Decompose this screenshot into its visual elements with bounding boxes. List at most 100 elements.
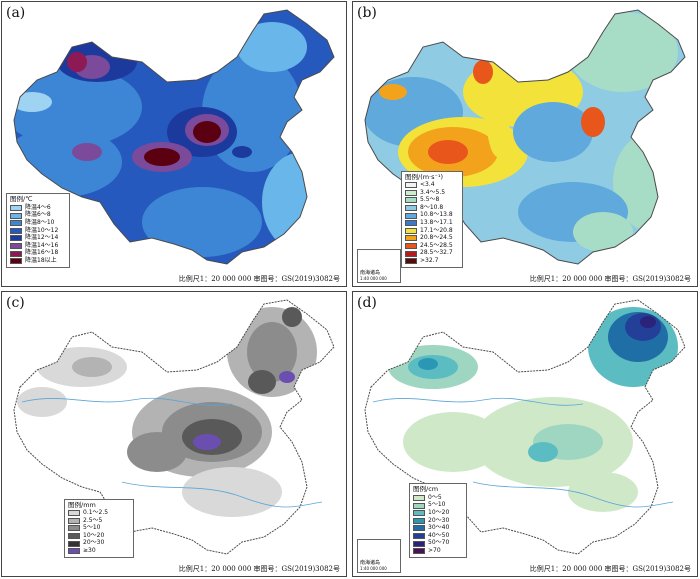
legend-a-title: 图例/℃	[10, 195, 33, 204]
legend-swatch	[405, 227, 417, 234]
legend-item-label: 2.5～5	[83, 516, 103, 524]
legend-swatch	[413, 510, 425, 517]
legend-swatch	[405, 250, 417, 257]
legend-swatch	[405, 212, 417, 219]
map-b	[364, 9, 686, 265]
legend-swatch	[405, 205, 417, 212]
legend-item: 8～10.8	[405, 204, 459, 212]
legend-item-label: 10.8～13.8	[420, 211, 453, 219]
legend-item: 20～30	[413, 517, 463, 525]
legend-item: <3.4	[405, 181, 459, 189]
legend-item: 10～20	[413, 509, 463, 517]
legend-item-label: 30～40	[428, 524, 450, 532]
map-c	[13, 299, 335, 555]
legend-item-label: 20～30	[83, 539, 105, 547]
panel-b-wind-speed: (b)	[352, 1, 698, 287]
legend-item: 3.4～5.5	[405, 189, 459, 197]
legend-item: 0.1～2.5	[68, 509, 130, 517]
legend-swatch	[405, 258, 417, 265]
legend-item: 降温16～18	[10, 250, 66, 258]
legend-item-label: >70	[428, 547, 441, 555]
scale-text-c: 比例尺1：20 000 000 审图号：GS(2019)3082号	[178, 565, 340, 573]
panel-d-label: (d)	[357, 295, 377, 311]
legend-item-label: <3.4	[420, 181, 435, 189]
legend-item-label: 5～10	[428, 501, 446, 509]
legend-swatch	[10, 220, 22, 227]
map-a	[13, 9, 335, 265]
legend-item-label: 降温6～8	[25, 211, 51, 219]
legend-b: 图例/(m·s⁻¹) <3.4 3.4～5.5 5.5～8 8～10.8 10.8～13…	[401, 170, 463, 268]
legend-item-label: 3.4～5.5	[420, 188, 446, 196]
legend-swatch	[10, 258, 22, 265]
legend-item-label: 降温4～6	[25, 203, 51, 211]
legend-item: 20～30	[68, 540, 130, 548]
legend-item-label: 0～5	[428, 493, 442, 501]
inset-label-d: 南海诸岛	[360, 560, 381, 566]
legend-b-title: 图例/(m·s⁻¹)	[405, 172, 444, 181]
scale-text-a: 比例尺1：20 000 000 审图号：GS(2019)3082号	[178, 275, 340, 283]
legend-item: 降温14～16	[10, 242, 66, 250]
scale-text-d: 比例尺1：20 000 000 审图号：GS(2019)3082号	[529, 565, 691, 573]
panel-a-temperature-drop: (a)	[1, 1, 347, 287]
legend-item: 降温10～12	[10, 227, 66, 235]
inset-map-b: 南海诸岛 1:40 000 000	[357, 249, 401, 283]
legend-item: ≥30	[68, 547, 130, 555]
legend-item-label: 降温8～10	[25, 219, 55, 227]
legend-swatch	[10, 250, 22, 257]
legend-c: 图例/mm 0.1～2.5 2.5～5 5～10 10～20 20～30 ≥30	[64, 498, 134, 558]
legend-item-label: 17.1～20.8	[420, 226, 453, 234]
legend-item-label: 10～20	[428, 509, 450, 517]
legend-item-label: 13.8～17.1	[420, 219, 453, 227]
legend-item: 24.5～28.5	[405, 242, 459, 250]
legend-item: 2.5～5	[68, 517, 130, 525]
legend-swatch	[68, 533, 80, 540]
legend-swatch	[10, 205, 22, 212]
legend-item-label: 5.5～8	[420, 196, 440, 204]
legend-item: 5～10	[413, 502, 463, 510]
legend-swatch	[405, 220, 417, 227]
legend-swatch	[413, 502, 425, 509]
legend-item: 20.8～24.5	[405, 234, 459, 243]
legend-swatch	[405, 182, 417, 189]
legend-item: >32.7	[405, 257, 459, 265]
legend-swatch	[68, 540, 80, 547]
legend-item: >70	[413, 547, 463, 555]
inset-label-b: 南海诸岛	[360, 270, 381, 276]
legend-item: 降温6～8	[10, 212, 66, 220]
legend-swatch	[405, 197, 417, 204]
legend-item: 10.8～13.8	[405, 212, 459, 220]
legend-item-label: 20～30	[428, 516, 450, 524]
scale-text-b: 比例尺1：20 000 000 审图号：GS(2019)3082号	[529, 275, 691, 283]
legend-swatch	[413, 495, 425, 502]
legend-d-title: 图例/cm	[413, 485, 439, 494]
legend-item: 降温12～14	[10, 234, 66, 243]
legend-swatch	[68, 525, 80, 532]
legend-item-label: ≥30	[83, 547, 96, 555]
legend-item: 降温4～6	[10, 204, 66, 212]
legend-swatch	[413, 540, 425, 547]
legend-item-label: 10～20	[83, 531, 105, 539]
legend-swatch	[413, 533, 425, 540]
legend-swatch	[10, 235, 22, 242]
legend-item-label: 降温12～14	[25, 234, 59, 242]
legend-swatch	[68, 517, 80, 524]
legend-item-label: 50～70	[428, 539, 450, 547]
legend-c-title: 图例/mm	[68, 500, 96, 509]
legend-swatch	[10, 212, 22, 219]
legend-swatch	[68, 510, 80, 517]
legend-item: 28.5～32.7	[405, 250, 459, 258]
legend-item: 13.8～17.1	[405, 219, 459, 227]
legend-swatch	[405, 243, 417, 250]
legend-item: 降温18以上	[10, 257, 66, 265]
legend-a: 图例/℃ 降温4～6 降温6～8 降温8～10 降温10～12 降温12～14 降温14～…	[6, 193, 70, 268]
inset-scale-d: 1:40 000 000	[360, 566, 387, 571]
legend-item-label: 24.5～28.5	[420, 241, 453, 249]
legend-item-label: 降温18以上	[25, 257, 57, 265]
legend-item-label: 20.8～24.5	[420, 234, 453, 242]
legend-swatch	[405, 235, 417, 242]
map-d	[364, 299, 686, 555]
legend-item-label: 8～10.8	[420, 203, 444, 211]
legend-item-label: 5～10	[83, 524, 101, 532]
legend-item: 40～50	[413, 532, 463, 540]
